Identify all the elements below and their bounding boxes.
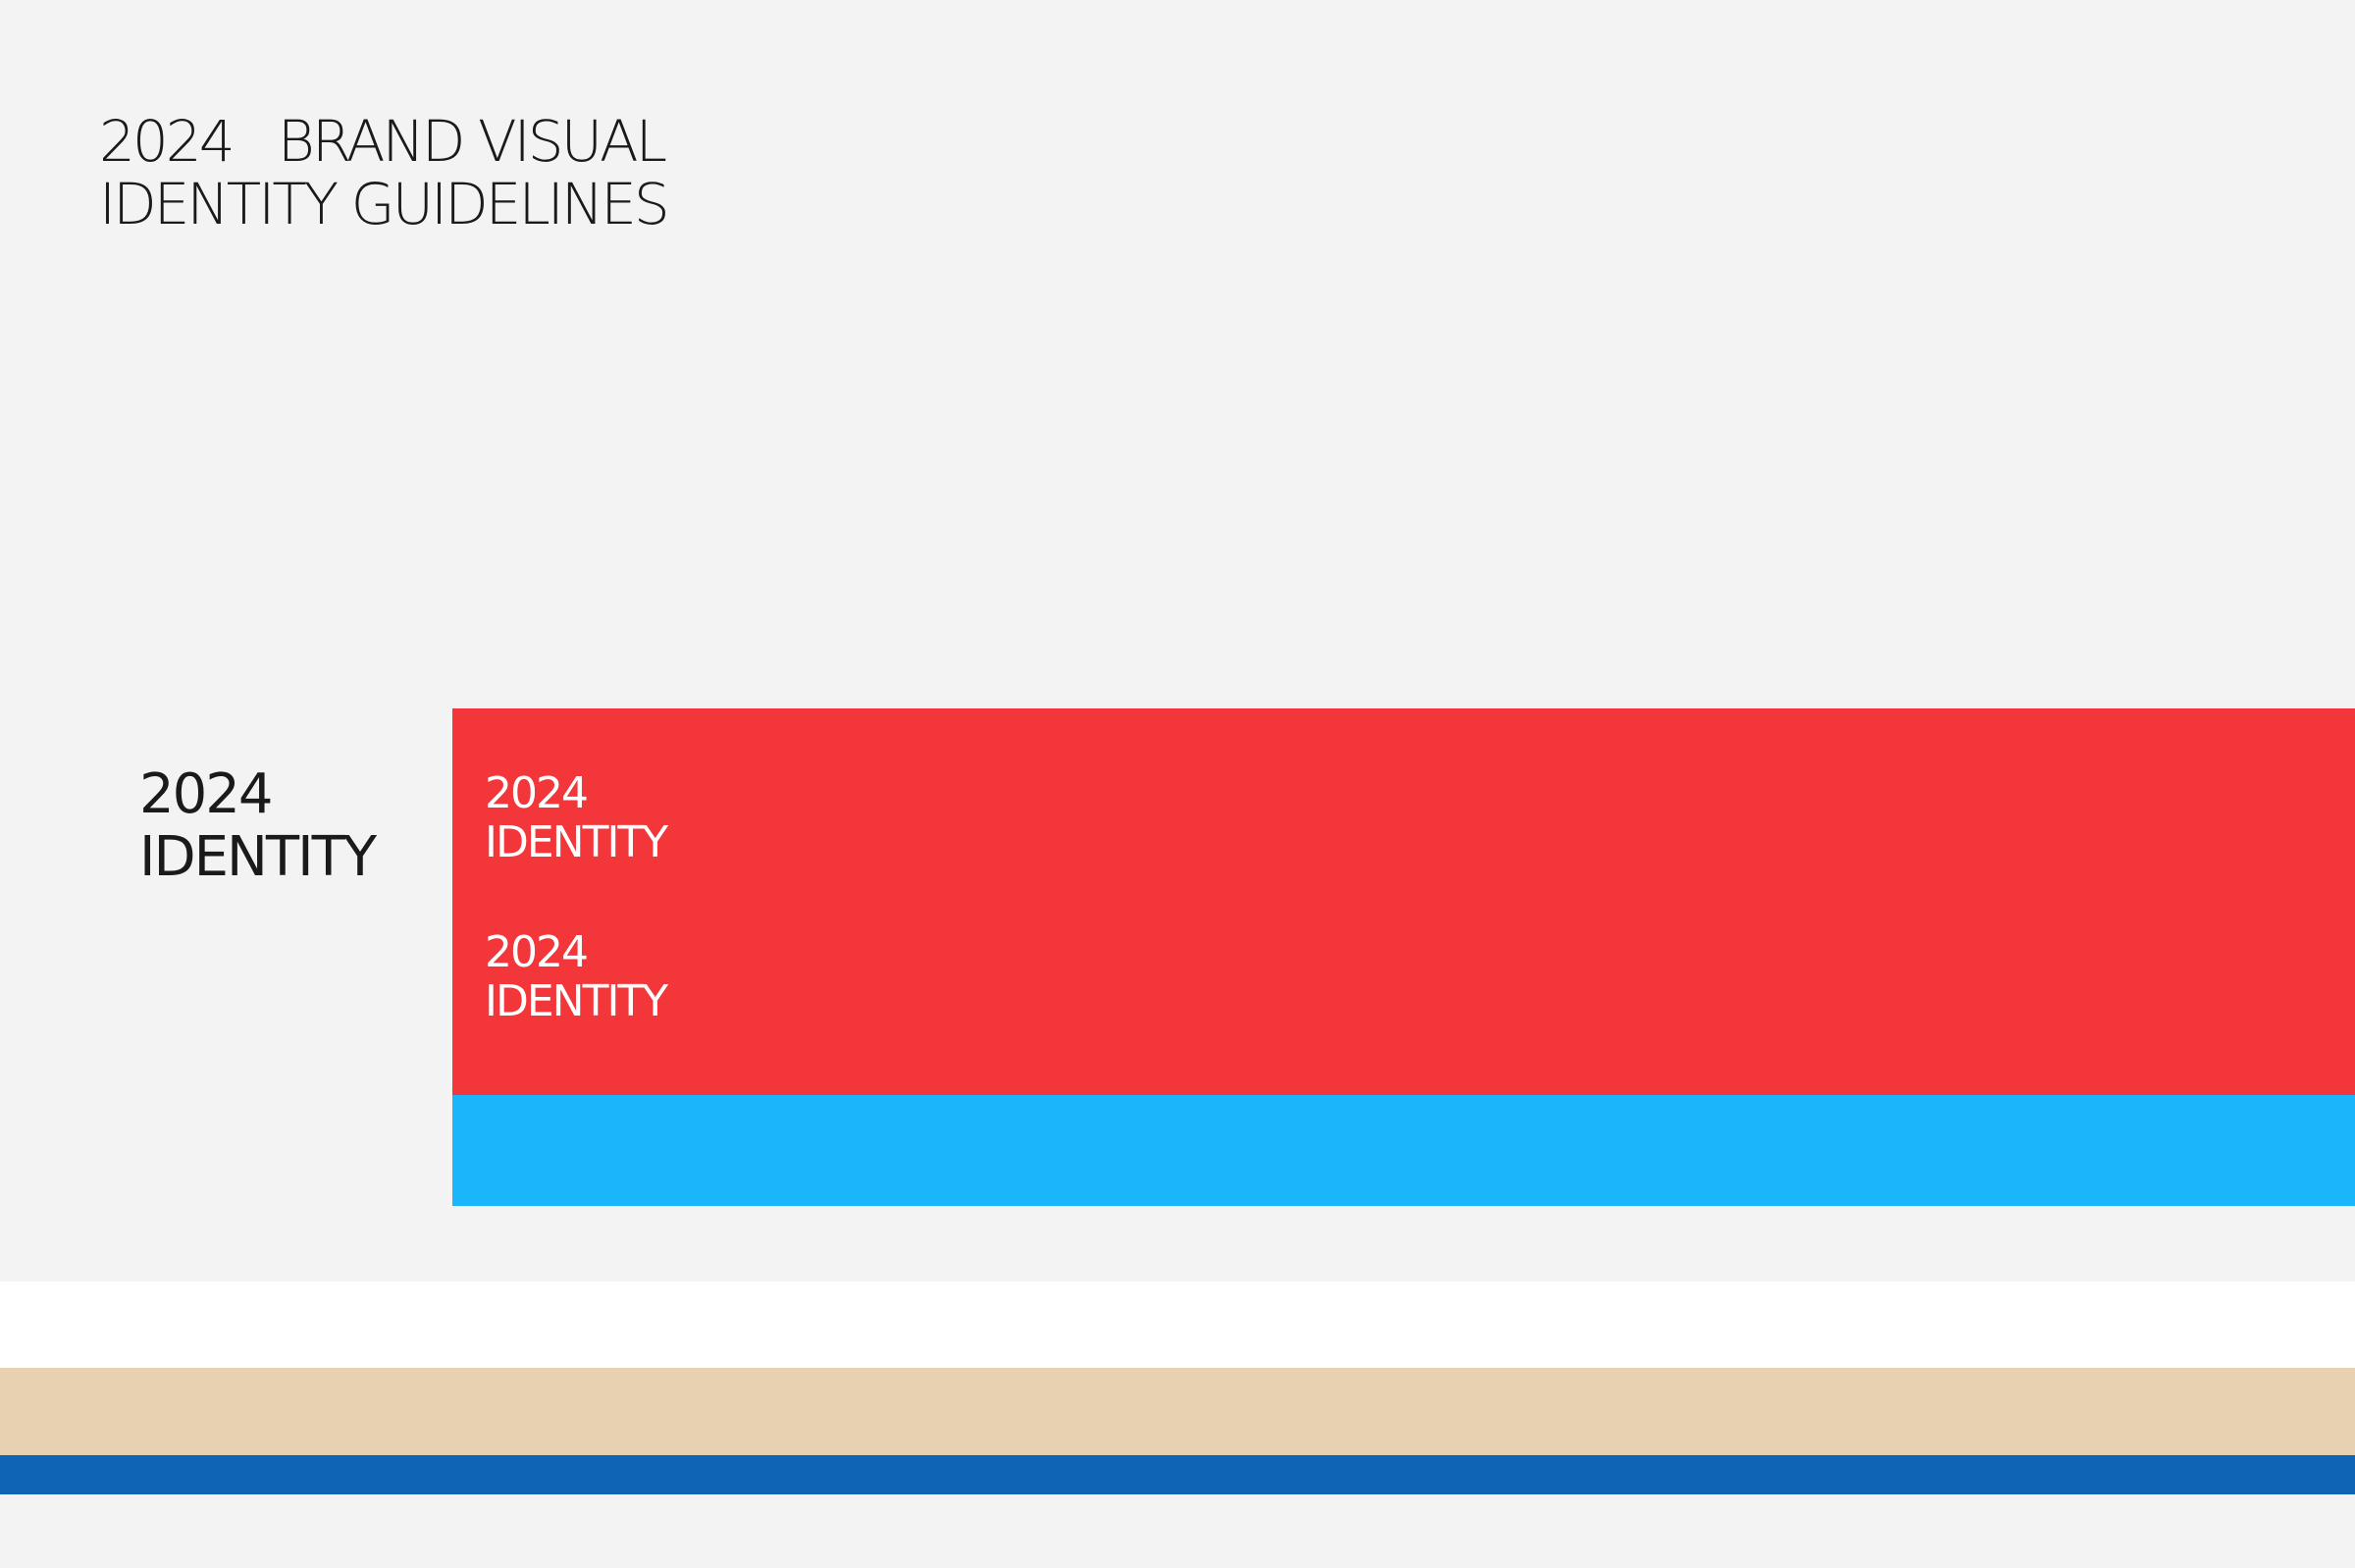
white-band [0, 1281, 2355, 1368]
title-line: IDENTITY GUIDELINES [99, 171, 670, 237]
red-label: 2024 IDENTITY [485, 768, 668, 867]
red-line: 2024 [485, 927, 589, 977]
tan-band [0, 1368, 2355, 1455]
title: 2024 BRAND VISUAL IDENTITY GUIDELINES [99, 108, 670, 237]
red-line: 2024 [485, 768, 589, 818]
red-panel: 2024 IDENTITY 2024 IDENTITY [452, 708, 2355, 1095]
side-label: 2024 IDENTITY [139, 762, 377, 889]
side-line: 2024 [139, 762, 274, 826]
red-line: IDENTITY [485, 817, 668, 867]
title-line: 2024 BRAND VISUAL [99, 108, 667, 175]
red-line: IDENTITY [485, 976, 668, 1026]
side-line: IDENTITY [139, 825, 377, 889]
navy-band [0, 1455, 2355, 1494]
cyan-band [452, 1095, 2355, 1206]
red-label: 2024 IDENTITY [485, 927, 668, 1026]
